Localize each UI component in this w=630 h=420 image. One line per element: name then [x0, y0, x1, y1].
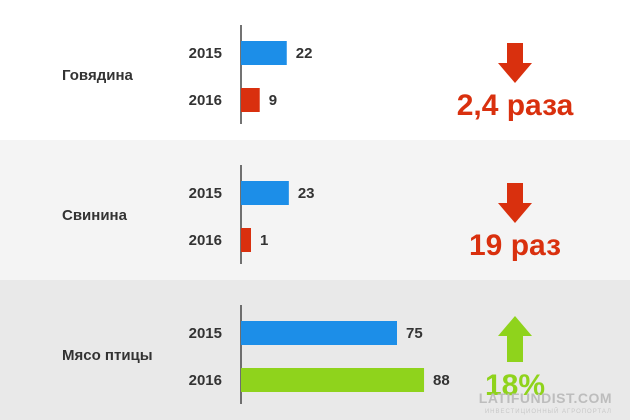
change-label: 18%	[485, 369, 545, 402]
data-label: 23	[298, 185, 315, 202]
arrow-down-icon	[498, 183, 532, 223]
bar-group: Говядина 2015 22 2016 9 2,4 раза	[62, 25, 574, 124]
year-label: 2016	[189, 372, 222, 389]
bar	[241, 228, 251, 252]
arrow-down-icon	[498, 43, 532, 83]
bar	[241, 41, 287, 65]
data-label: 9	[269, 92, 277, 109]
group-background-3	[0, 280, 630, 420]
bar	[241, 321, 397, 345]
data-label: 1	[260, 232, 268, 249]
year-label: 2015	[189, 45, 222, 62]
bar-group: Свинина 2015 23 2016 1 19 раз	[62, 165, 561, 264]
bar	[241, 181, 289, 205]
year-label: 2015	[189, 185, 222, 202]
category-label: Мясо птицы	[62, 347, 153, 364]
change-label: 19 раз	[469, 229, 561, 262]
year-label: 2016	[189, 232, 222, 249]
bar	[241, 368, 425, 392]
year-label: 2015	[189, 325, 222, 342]
data-label: 88	[433, 372, 450, 389]
watermark-subtext: ИНВЕСТИЦИОННЫЙ АГРОПОРТАЛ	[485, 407, 612, 415]
watermark-text: LATIFUNDIST.COM	[479, 390, 612, 406]
change-label: 2,4 раза	[457, 89, 574, 122]
bar	[241, 88, 260, 112]
category-label: Свинина	[62, 207, 128, 224]
category-label: Говядина	[62, 67, 133, 84]
data-label: 22	[296, 45, 313, 62]
data-label: 75	[406, 325, 423, 342]
bar-group: Мясо птицы 2015 75 2016 88 18%	[62, 305, 545, 404]
watermark: LATIFUNDIST.COM ИНВЕСТИЦИОННЫЙ АГРОПОРТА…	[479, 390, 612, 415]
arrow-up-icon	[498, 316, 532, 362]
year-label: 2016	[189, 92, 222, 109]
